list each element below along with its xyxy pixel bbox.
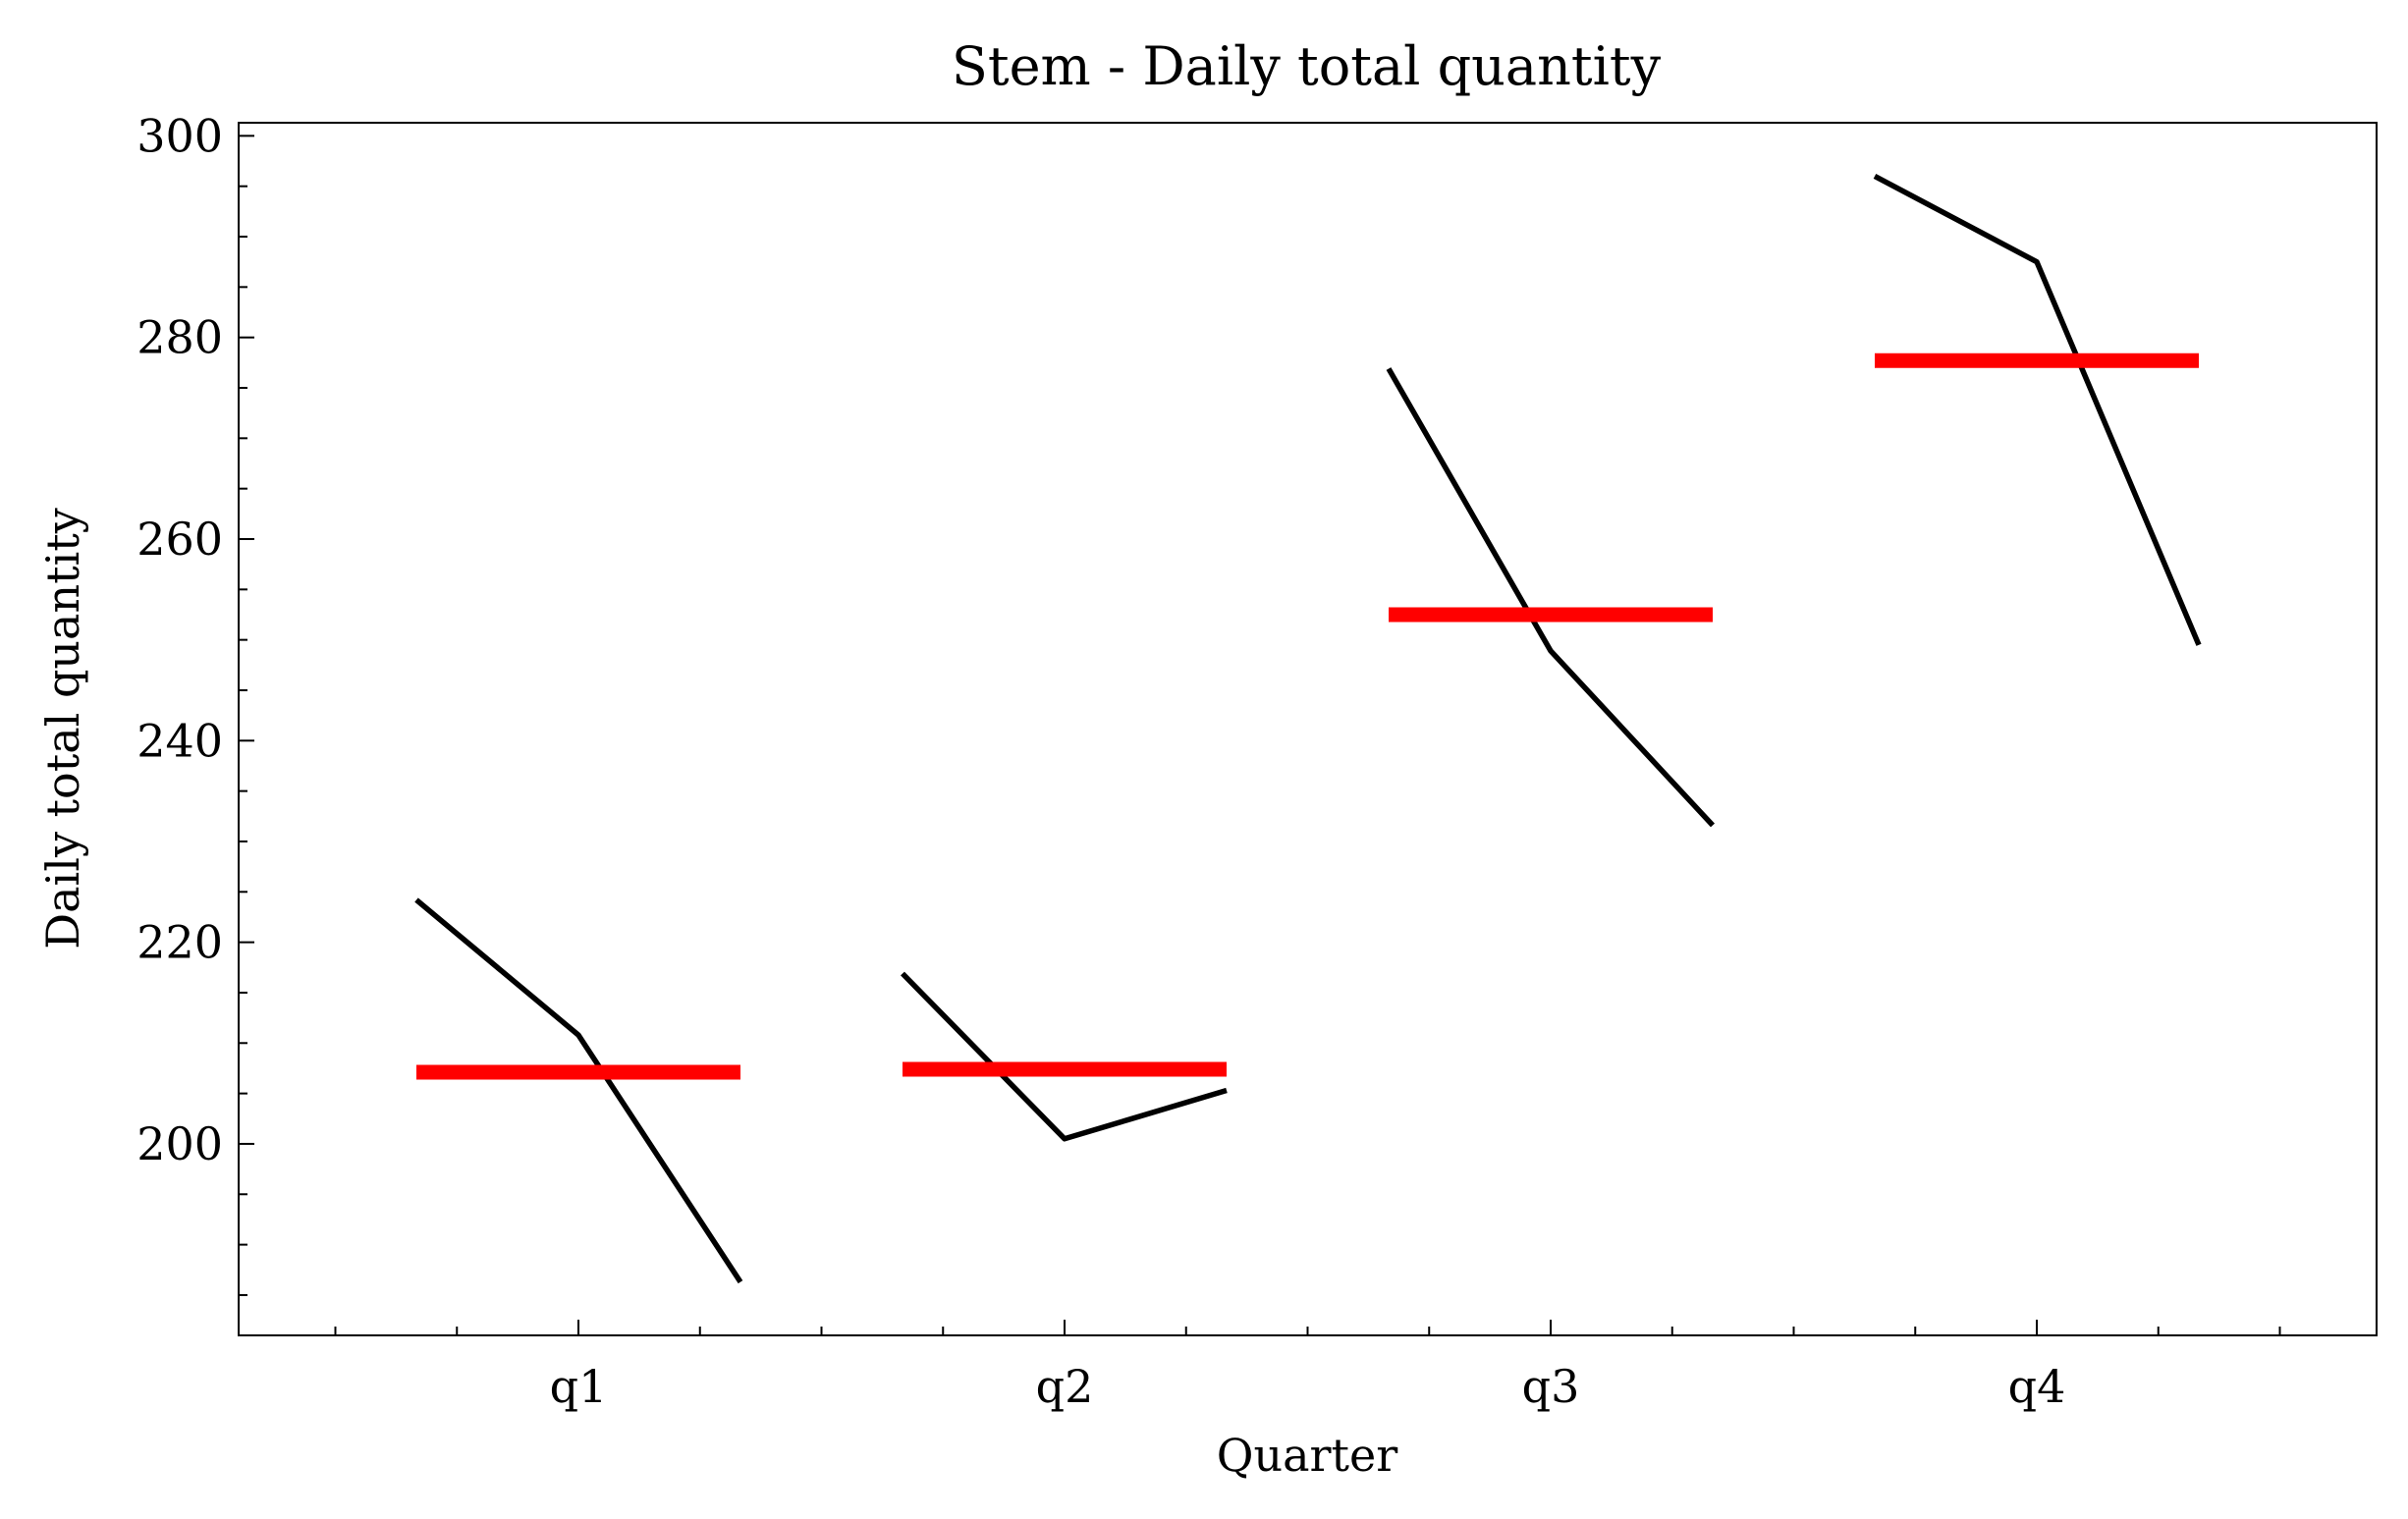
- y-tick-label: 280: [137, 311, 223, 364]
- y-tick-label: 300: [137, 109, 223, 162]
- series-line-q1: [414, 897, 743, 1284]
- x-tick-label: q3: [1522, 1360, 1580, 1413]
- x-tick-label: q1: [550, 1360, 608, 1413]
- series-line-q2: [901, 971, 1228, 1142]
- x-axis-label: Quarter: [1217, 1429, 1397, 1482]
- axis-ticks: 200 220 240 260 280 300 q1 q2 q3 q4: [137, 109, 2281, 1413]
- y-tick-label: 260: [137, 513, 223, 566]
- y-tick-label: 200: [137, 1117, 223, 1170]
- series-line-q3: [1386, 367, 1716, 828]
- x-tick-label: q4: [2008, 1360, 2066, 1413]
- plot-area: [414, 173, 2202, 1284]
- x-tick-label: q2: [1036, 1360, 1094, 1413]
- y-tick-label: 220: [137, 916, 223, 969]
- chart-title: Stem - Daily total quantity: [952, 35, 1662, 97]
- y-axis-label: Daily total quantity: [36, 508, 89, 949]
- y-tick-label: 240: [137, 714, 223, 767]
- series-line-q4: [1873, 173, 2202, 646]
